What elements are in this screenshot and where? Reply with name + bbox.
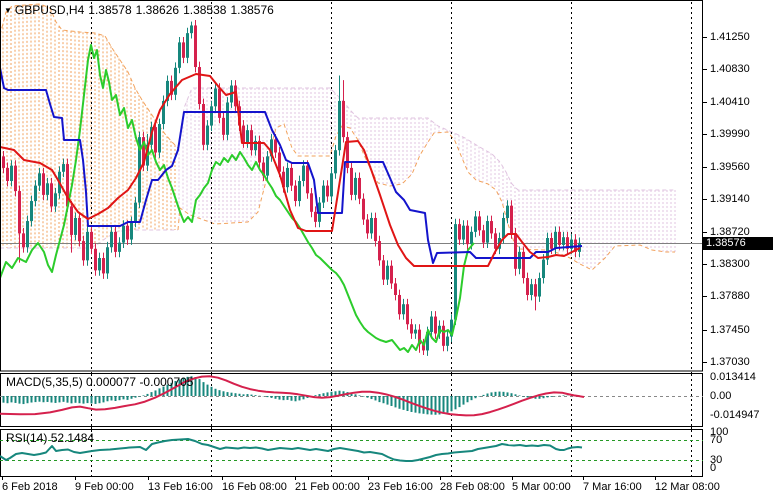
macd-value: 0.000077 (86, 375, 137, 389)
price-tick (703, 102, 707, 103)
time-axis-label[interactable]: 16 Feb 08:00 (222, 481, 287, 493)
price-tick (703, 232, 707, 233)
chart-menu-triangle-icon[interactable]: ▼ (4, 6, 12, 15)
price-tick (703, 362, 707, 363)
rsi-axis-label: 100 (710, 426, 729, 438)
macd-axis-label: -0.014947 (710, 409, 760, 421)
price-axis-label: 1.41250 (710, 31, 750, 43)
price-tick (703, 37, 707, 38)
price-tick (703, 330, 707, 331)
rsi-indicator-label: RSI(14) 52.1484 (6, 431, 94, 445)
rsi-axis-label: 30 (710, 454, 723, 466)
price-tick (703, 134, 707, 135)
rsi-axis-label: 70 (710, 434, 723, 446)
price-tick (703, 264, 707, 265)
ohlc-values: 1.38578 1.38626 1.38538 1.38576 (88, 3, 278, 17)
price-axis-label: 1.38300 (710, 258, 750, 270)
macd-indicator-label: MACD(5,35,5) 0.000077 -0.000705 (6, 375, 193, 389)
time-axis-label[interactable]: 28 Feb 08:00 (440, 481, 505, 493)
macd-axis-label: 0.00 (710, 390, 732, 402)
price-axis-label: 1.39990 (710, 128, 750, 140)
rsi-value: 52.1484 (50, 431, 95, 445)
time-axis-label[interactable]: 13 Feb 16:00 (148, 481, 213, 493)
time-axis-label[interactable]: 9 Feb 00:00 (75, 481, 134, 493)
price-axis-label: 1.40410 (710, 96, 750, 108)
macd-axis-label: 0.013414 (710, 371, 756, 383)
ohlc-value: 1.38576 (230, 3, 274, 17)
time-axis-label[interactable]: 5 Mar 00:00 (512, 481, 571, 493)
macd-values: 0.000077 -0.000705 (86, 375, 193, 389)
price-tick (703, 199, 707, 200)
ohlc-value: 1.38578 (88, 3, 132, 17)
price-axis-label: 1.39560 (710, 161, 750, 173)
price-tick (703, 296, 707, 297)
ohlc-value: 1.38538 (183, 3, 227, 17)
price-axis-label: 1.37880 (710, 290, 750, 302)
time-axis-label[interactable]: 12 Mar 08:00 (655, 481, 720, 493)
time-axis-label[interactable]: 21 Feb 00:00 (295, 481, 360, 493)
ohlc-value: 1.38626 (135, 3, 180, 17)
time-axis-label[interactable]: 6 Feb 2018 (2, 481, 58, 493)
time-axis-label[interactable]: 23 Feb 16:00 (368, 481, 433, 493)
macd-value: -0.000705 (139, 375, 194, 389)
symbol-period-label: GBPUSD,H4 (14, 3, 85, 17)
macd-name: MACD(5,35,5) (6, 375, 83, 389)
price-axis-label: 1.37450 (710, 324, 750, 336)
price-axis-label: 1.38720 (710, 226, 750, 238)
price-axis-label: 1.39140 (710, 193, 750, 205)
price-tick (703, 69, 707, 70)
chart-title: ▼ GBPUSD,H4 1.38578 1.38626 1.38538 1.38576 (4, 3, 282, 17)
rsi-name: RSI(14) (6, 431, 48, 445)
price-tick (703, 167, 707, 168)
price-axis-label: 1.37030 (710, 356, 750, 368)
price-axis-label: 1.40830 (710, 63, 750, 75)
rsi-axis-label: 0 (710, 462, 717, 474)
time-axis-label[interactable]: 7 Mar 16:00 (583, 481, 642, 493)
current-price-label: 1.38576 (703, 237, 773, 250)
